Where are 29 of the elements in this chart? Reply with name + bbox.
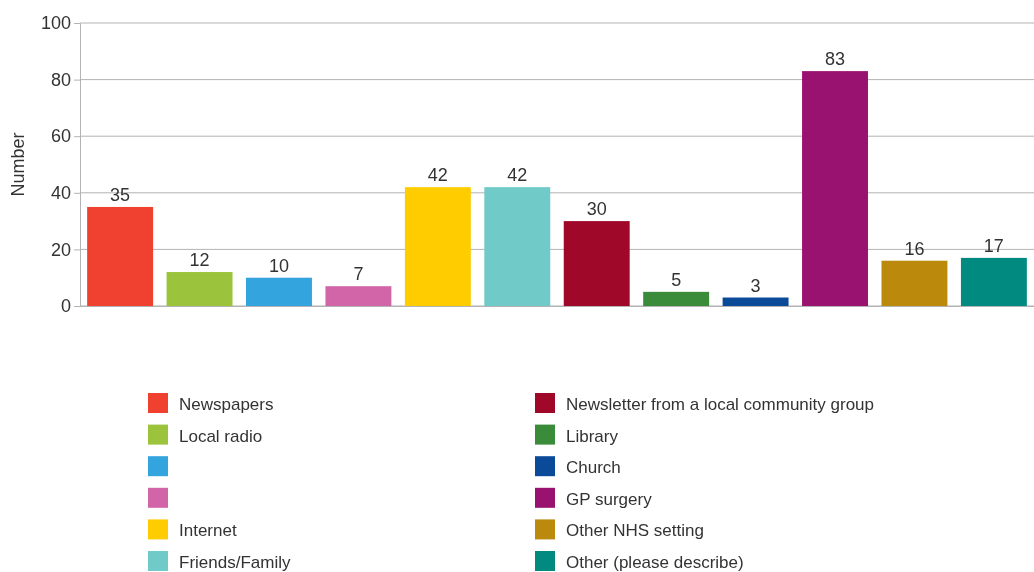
data-label: 42 [427, 165, 448, 186]
legend-label: Church [566, 458, 621, 478]
y-tick-label: 0 [60, 296, 71, 317]
legend-label: Other NHS setting [566, 521, 704, 541]
legend-label: Friends/Family [179, 553, 291, 572]
data-label: 3 [750, 275, 761, 296]
y-tick-label: 100 [40, 13, 71, 34]
y-tick-label: 20 [50, 239, 71, 260]
legend-label: Other (please describe) [566, 553, 744, 572]
data-label: 10 [268, 255, 289, 276]
legend-label: GP surgery [566, 489, 653, 509]
legend-label: Library [566, 426, 619, 446]
data-label: 12 [189, 250, 210, 271]
data-label: 83 [825, 49, 846, 70]
y-axis-title: Number [8, 132, 28, 197]
legend-label: Internet [179, 521, 237, 541]
data-label: 30 [586, 199, 607, 220]
legend-label: Newsletter from a local community group [566, 395, 875, 414]
data-label: 35 [110, 184, 131, 205]
y-tick-label: 60 [50, 126, 71, 147]
data-label: 16 [904, 238, 925, 259]
legend-label: Newspapers [179, 395, 274, 414]
y-tick-label: 80 [50, 69, 71, 90]
legend-label: Local radio [179, 426, 263, 446]
data-label: 17 [983, 235, 1004, 256]
data-label: 42 [507, 165, 528, 186]
data-label: 5 [671, 269, 682, 290]
y-tick-label: 40 [50, 183, 71, 204]
data-label: 7 [353, 264, 364, 285]
